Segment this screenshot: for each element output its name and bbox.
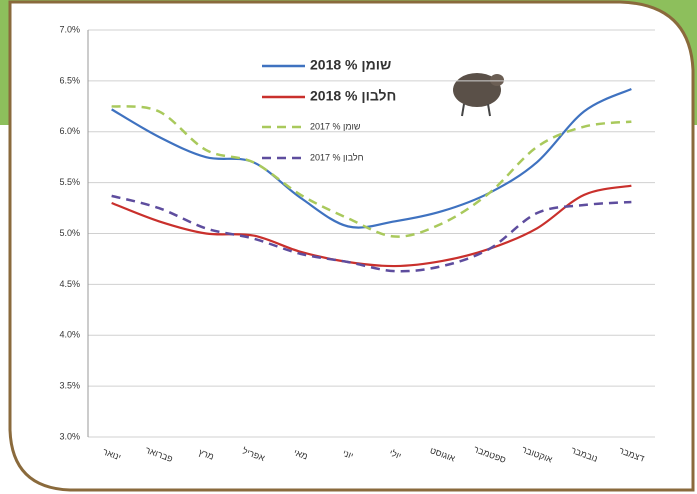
y-tick-label: 5.5% — [59, 177, 80, 187]
y-tick-label: 6.0% — [59, 126, 80, 136]
legend-label: שומן % 2017 — [310, 121, 361, 131]
y-tick-label: 5.0% — [59, 228, 80, 238]
y-tick-label: 3.0% — [59, 431, 80, 441]
y-tick-label: 3.5% — [59, 381, 80, 391]
y-tick-label: 7.0% — [59, 24, 80, 34]
chart: 3.0%3.5%4.0%4.5%5.0%5.5%6.0%6.5%7.0%ינוא… — [0, 0, 697, 494]
frame — [10, 2, 693, 490]
y-tick-label: 4.5% — [59, 279, 80, 289]
legend-label: שומן % 2018 — [310, 57, 391, 73]
legend-label: חלבון % 2018 — [310, 88, 396, 104]
y-tick-label: 4.0% — [59, 330, 80, 340]
y-tick-label: 6.5% — [59, 75, 80, 85]
legend-label: חלבון % 2017 — [310, 152, 364, 162]
